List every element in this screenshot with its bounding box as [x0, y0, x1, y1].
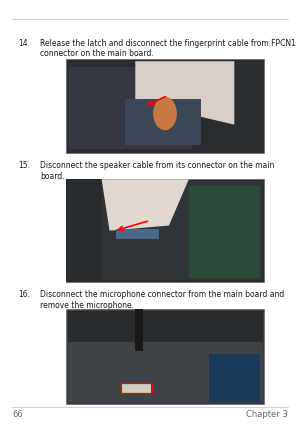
Bar	[68, 181, 262, 280]
Polygon shape	[102, 179, 189, 231]
Bar	[66, 179, 102, 282]
Bar	[66, 309, 264, 404]
Text: 16.: 16.	[18, 290, 30, 299]
Bar	[66, 179, 264, 282]
Bar	[66, 59, 264, 153]
Bar	[122, 383, 152, 393]
Bar	[68, 310, 262, 342]
Bar	[125, 98, 201, 145]
Text: Chapter 3: Chapter 3	[246, 410, 288, 419]
Text: 14.: 14.	[18, 39, 30, 48]
Bar	[116, 229, 159, 239]
Text: 66: 66	[12, 410, 23, 419]
Bar	[135, 309, 143, 351]
Text: Disconnect the speaker cable from its connector on the main board.: Disconnect the speaker cable from its co…	[40, 161, 275, 181]
Bar	[189, 186, 260, 278]
Text: Disconnect the microphone connector from the main board and remove the microphon: Disconnect the microphone connector from…	[40, 290, 285, 310]
FancyBboxPatch shape	[69, 67, 192, 149]
Text: 15.: 15.	[18, 161, 30, 170]
Bar	[68, 310, 262, 402]
Bar	[122, 384, 151, 393]
Polygon shape	[135, 61, 234, 125]
Text: Release the latch and disconnect the fingerprint cable from FPCN1 connector on t: Release the latch and disconnect the fin…	[40, 39, 296, 59]
Circle shape	[153, 97, 177, 130]
Bar	[208, 354, 260, 402]
